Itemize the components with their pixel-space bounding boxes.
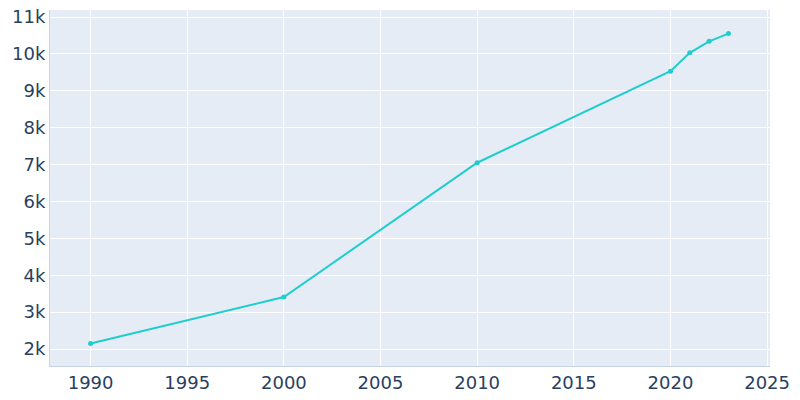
svg-text:11k: 11k [12,6,46,27]
svg-text:2010: 2010 [454,372,500,393]
svg-text:2015: 2015 [551,372,597,393]
svg-text:8k: 8k [24,117,46,138]
svg-text:1995: 1995 [164,372,210,393]
svg-text:2025: 2025 [744,372,790,393]
svg-text:3k: 3k [24,301,46,322]
svg-text:10k: 10k [12,43,46,64]
svg-text:2000: 2000 [261,372,307,393]
svg-text:1990: 1990 [68,372,114,393]
svg-text:7k: 7k [24,154,46,175]
svg-text:2005: 2005 [358,372,404,393]
svg-text:9k: 9k [24,80,46,101]
svg-text:2020: 2020 [648,372,694,393]
svg-text:5k: 5k [24,228,46,249]
svg-text:6k: 6k [24,191,46,212]
svg-text:2k: 2k [24,338,46,359]
svg-text:4k: 4k [24,265,46,286]
